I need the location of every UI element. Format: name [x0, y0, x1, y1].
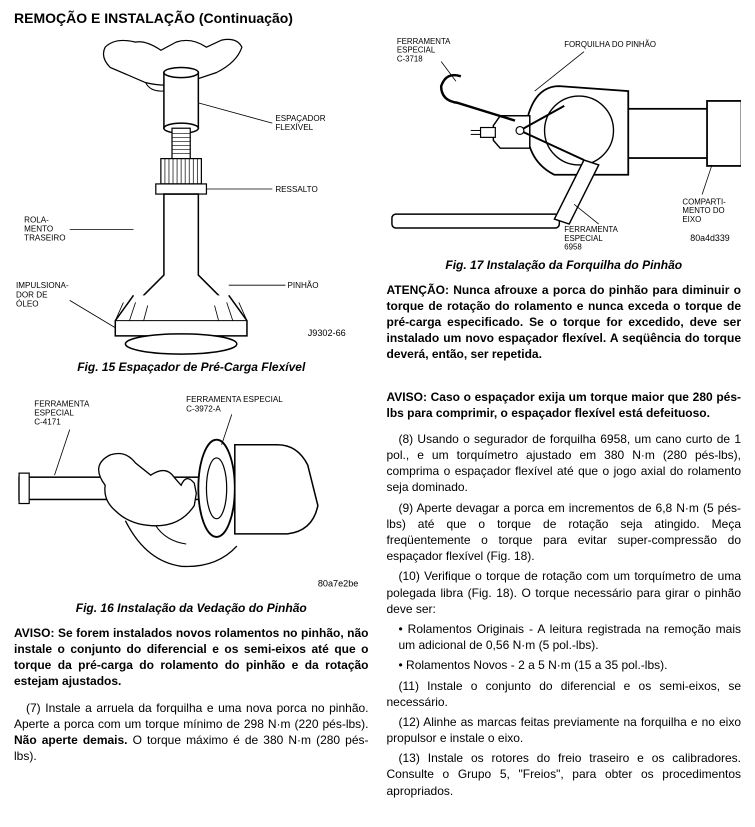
label-tool1a: FERRAMENTA — [34, 399, 90, 408]
aviso-1: AVISO: Caso o espaçador exija um torque … — [387, 389, 742, 421]
para-9: (9) Aperte devagar a porca em incremento… — [387, 500, 742, 565]
f17-tool1a: FERRAMENTA — [396, 37, 450, 46]
f17-comp2: MENTO DO — [682, 206, 724, 215]
bullet-2: • Rolamentos Novos - 2 a 5 N·m (15 a 35 … — [387, 657, 742, 673]
f17-tool2a: FERRAMENTA — [564, 225, 618, 234]
atencao-block: ATENÇÃO: Nunca afrouxe a porca do pinhão… — [387, 282, 742, 363]
two-column-layout: ESPAÇADOR FLEXÍVEL RESSALTO ROLA- MENTO … — [14, 32, 741, 803]
fig16-code: 80a7e2be — [318, 579, 359, 589]
right-column: FERRAMENTA ESPECIAL C-3718 FORQUILHA DO … — [387, 32, 742, 803]
aviso-2: AVISO: Se forem instalados novos rolamen… — [14, 625, 369, 690]
para-8: (8) Usando o segurador de forquilha 6958… — [387, 431, 742, 496]
label-tool2b: C-3972-A — [186, 404, 221, 413]
bullet-1: • Rolamentos Originais - A leitura regis… — [387, 621, 742, 653]
fig15-caption: Fig. 15 Espaçador de Pré-Carga Flexível — [14, 360, 369, 374]
f17-comp1: COMPARTI- — [682, 197, 726, 206]
f17-tool1b: ESPECIAL — [396, 46, 435, 55]
label-impuls2: DOR DE — [16, 290, 48, 299]
label-tool1c: C-4171 — [34, 418, 61, 427]
f17-forq: FORQUILHA DO PINHÃO — [564, 40, 656, 49]
p7-a: (7) Instale a arruela da forquilha e uma… — [14, 701, 369, 731]
label-tool1b: ESPECIAL — [34, 409, 74, 418]
figure-17: FERRAMENTA ESPECIAL C-3718 FORQUILHA DO … — [387, 32, 742, 254]
label-pinhao: PINHÃO — [287, 281, 318, 290]
fig17-svg: FERRAMENTA ESPECIAL C-3718 FORQUILHA DO … — [387, 32, 742, 254]
figure-15: ESPAÇADOR FLEXÍVEL RESSALTO ROLA- MENTO … — [14, 32, 369, 356]
f17-tool2c: 6958 — [564, 243, 582, 252]
label-rolamento3: TRASEIRO — [24, 234, 65, 243]
f17-comp3: EIXO — [682, 215, 701, 224]
p7-b: Não aperte demais. — [14, 733, 128, 747]
para-13: (13) Instale os rotores do freio traseir… — [387, 750, 742, 799]
label-espacador: ESPAÇADOR — [275, 114, 325, 123]
label-tool2a: FERRAMENTA ESPECIAL — [186, 395, 283, 404]
para-10: (10) Verifique o torque de rotação com u… — [387, 568, 742, 617]
para-7: (7) Instale a arruela da forquilha e uma… — [14, 700, 369, 765]
fig16-caption: Fig. 16 Instalação da Vedação do Pinhão — [14, 601, 369, 615]
label-ressalto: RESSALTO — [275, 185, 317, 194]
fig16-svg: FERRAMENTA ESPECIAL C-4171 FERRAMENTA ES… — [14, 384, 369, 597]
f17-tool1c: C-3718 — [396, 55, 422, 64]
label-espacador2: FLEXÍVEL — [275, 123, 313, 132]
label-impuls1: IMPULSIONA- — [16, 281, 69, 290]
f17-tool2b: ESPECIAL — [564, 234, 603, 243]
fig15-code: J9302-66 — [308, 328, 346, 338]
para-12: (12) Alinhe as marcas feitas previamente… — [387, 714, 742, 746]
para-11: (11) Instale o conjunto do diferencial e… — [387, 678, 742, 710]
label-rolamento2: MENTO — [24, 225, 53, 234]
label-impuls3: ÓLEO — [16, 299, 39, 308]
page-title: REMOÇÃO E INSTALAÇÃO (Continuação) — [14, 10, 741, 26]
fig17-caption: Fig. 17 Instalação da Forquilha do Pinhã… — [387, 258, 742, 272]
label-rolamento1: ROLA- — [24, 215, 49, 224]
fig15-svg: ESPAÇADOR FLEXÍVEL RESSALTO ROLA- MENTO … — [14, 32, 369, 356]
left-column: ESPAÇADOR FLEXÍVEL RESSALTO ROLA- MENTO … — [14, 32, 369, 803]
fig17-code: 80a4d339 — [690, 233, 729, 243]
figure-16: FERRAMENTA ESPECIAL C-4171 FERRAMENTA ES… — [14, 384, 369, 597]
